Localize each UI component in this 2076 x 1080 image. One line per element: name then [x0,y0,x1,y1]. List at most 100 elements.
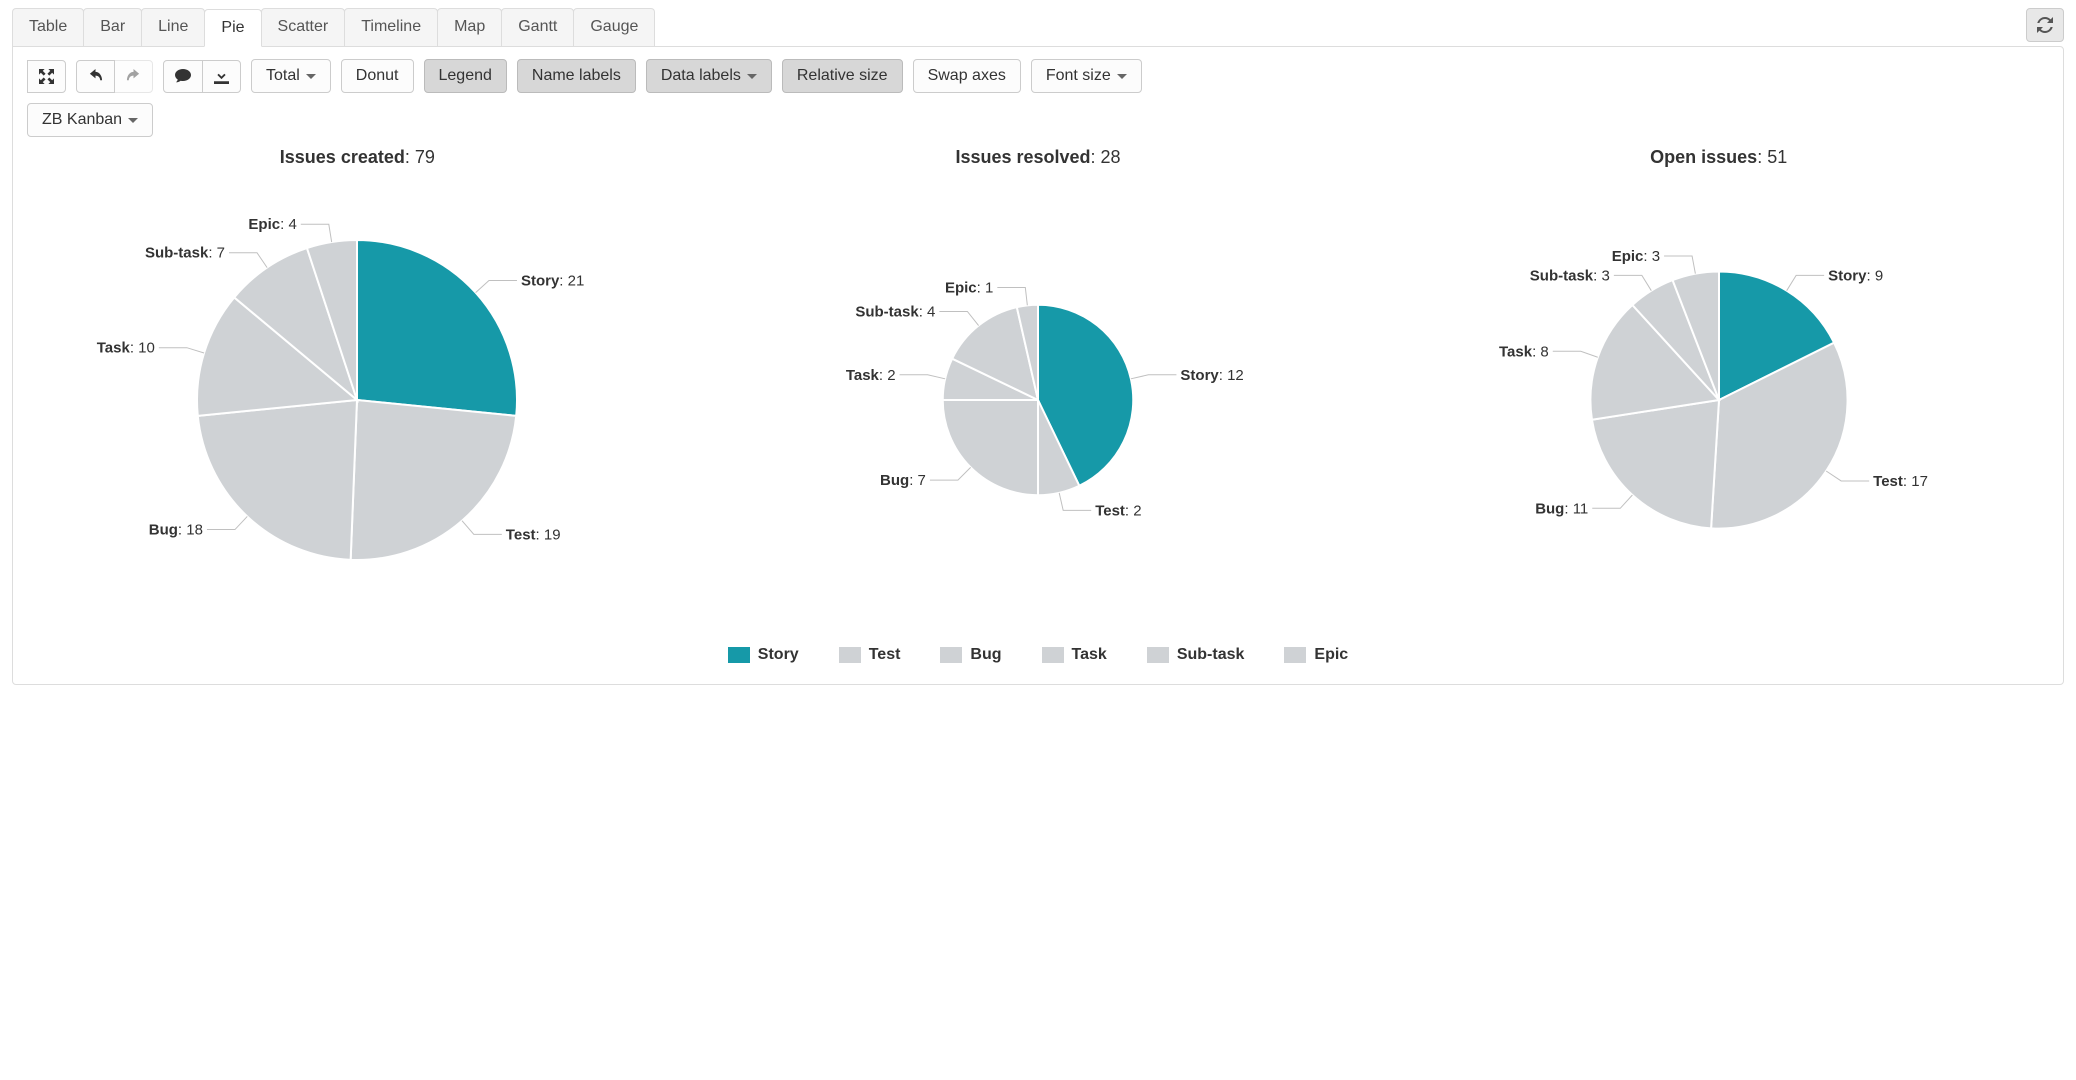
legend-label: Test [869,646,901,664]
tab-pie[interactable]: Pie [204,9,261,47]
pie-svg: Story: 12Test: 2Bug: 7Task: 2Sub-task: 4… [798,174,1278,614]
project-filter-label: ZB Kanban [42,112,122,128]
pie-slice-bug[interactable] [198,400,357,560]
chart-issues-created: Issues created: 79 Story: 21Test: 19Bug: … [27,147,688,618]
leader-line [1059,493,1091,511]
slice-label-epic: Epic: 1 [945,279,993,296]
caret-down-icon [306,74,316,79]
tab-bar[interactable]: Bar [83,8,142,46]
slice-label-sub-task: Sub-task: 3 [1529,267,1609,284]
legend-label: Task [1072,646,1107,664]
legend-label: Bug [970,646,1001,664]
leader-line [301,224,332,242]
donut-toggle[interactable]: Donut [341,59,414,93]
legend-swatch [1147,647,1169,663]
slice-label-story: Story: 9 [1828,267,1883,284]
relative-size-toggle[interactable]: Relative size [782,59,903,93]
leader-line [207,516,247,529]
leader-line [1614,275,1651,290]
tab-scatter[interactable]: Scatter [261,8,346,46]
pie-svg: Story: 21Test: 19Bug: 18Task: 10Sub-task… [117,174,597,614]
slice-label-task: Task: 8 [1499,343,1549,360]
leader-line [939,311,978,325]
leader-line [1786,275,1823,290]
chart-toolbar: Total Donut Legend Name labels Data labe… [27,59,2049,93]
chart-title: Issues created: 79 [27,147,688,168]
caret-down-icon [128,118,138,123]
caret-down-icon [1117,74,1127,79]
chart-title: Open issues: 51 [1388,147,2049,168]
undo-icon [88,69,103,84]
redo-icon [126,69,141,84]
refresh-button[interactable] [2026,8,2064,42]
legend-swatch [940,647,962,663]
leader-line [229,253,267,268]
legend-swatch [1042,647,1064,663]
leader-line [1664,256,1695,274]
slice-label-task: Task: 2 [846,367,896,384]
legend-item-task[interactable]: Task [1042,646,1107,664]
legend-swatch [1284,647,1306,663]
chart-title: Issues resolved: 28 [708,147,1369,168]
tab-timeline[interactable]: Timeline [344,8,438,46]
leader-line [159,348,204,353]
redo-button[interactable] [114,60,153,93]
data-labels-dropdown[interactable]: Data labels [646,59,772,93]
slice-label-test: Test: 17 [1873,473,1928,490]
pie-slice-story[interactable] [357,240,517,416]
undo-button[interactable] [76,60,115,93]
refresh-icon [2037,17,2053,33]
slice-label-task: Task: 10 [97,340,155,357]
slice-label-sub-task: Sub-task: 4 [855,303,935,320]
leader-line [1826,471,1869,481]
legend-label: Epic [1314,646,1348,664]
chart-panel: Total Donut Legend Name labels Data labe… [12,46,2064,685]
tab-line[interactable]: Line [141,8,205,46]
pie-charts-row: Issues created: 79 Story: 21Test: 19Bug: … [27,147,2049,618]
chart-type-tabs: TableBarLinePieScatterTimelineMapGanttGa… [12,8,654,47]
project-filter-dropdown[interactable]: ZB Kanban [27,103,153,137]
fullscreen-button[interactable] [27,60,66,93]
swap-axes-button[interactable]: Swap axes [913,59,1021,93]
legend-item-epic[interactable]: Epic [1284,646,1348,664]
total-dropdown[interactable]: Total [251,59,331,93]
tab-gauge[interactable]: Gauge [573,8,655,46]
pie-svg: Story: 9Test: 17Bug: 11Task: 8Sub-task: … [1479,174,1959,614]
leader-line [997,287,1027,305]
slice-label-story: Story: 12 [1180,367,1243,384]
comment-button[interactable] [163,60,203,93]
leader-line [930,467,971,480]
leader-line [900,375,946,379]
tab-gantt[interactable]: Gantt [501,8,574,46]
legend-toggle[interactable]: Legend [424,59,507,93]
slice-label-sub-task: Sub-task: 7 [145,245,225,262]
legend-item-test[interactable]: Test [839,646,901,664]
leader-line [462,521,502,535]
legend-label: Story [758,646,799,664]
name-labels-toggle[interactable]: Name labels [517,59,636,93]
leader-line [1131,375,1177,379]
caret-down-icon [747,74,757,79]
chart-legend: Story Test Bug Task Sub-task Epic [27,646,2049,664]
slice-label-story: Story: 21 [521,273,584,290]
legend-swatch [728,647,750,663]
leader-line [476,281,517,293]
pie-slice-bug[interactable] [1592,400,1719,528]
legend-item-sub-task[interactable]: Sub-task [1147,646,1245,664]
expand-icon [39,69,54,84]
slice-label-epic: Epic: 4 [249,216,297,233]
pie-slice-test[interactable] [351,400,517,560]
legend-swatch [839,647,861,663]
pie-slice-bug[interactable] [943,400,1038,495]
slice-label-bug: Bug: 7 [880,472,926,489]
total-label: Total [266,68,300,84]
legend-item-bug[interactable]: Bug [940,646,1001,664]
slice-label-bug: Bug: 18 [149,522,203,539]
download-button[interactable] [202,60,241,93]
tab-map[interactable]: Map [437,8,502,46]
font-size-dropdown[interactable]: Font size [1031,59,1142,93]
chart-open-issues: Open issues: 51Story: 9Test: 17Bug: 11Ta… [1388,147,2049,618]
tab-table[interactable]: Table [12,8,84,46]
download-icon [214,69,229,84]
legend-item-story[interactable]: Story [728,646,799,664]
